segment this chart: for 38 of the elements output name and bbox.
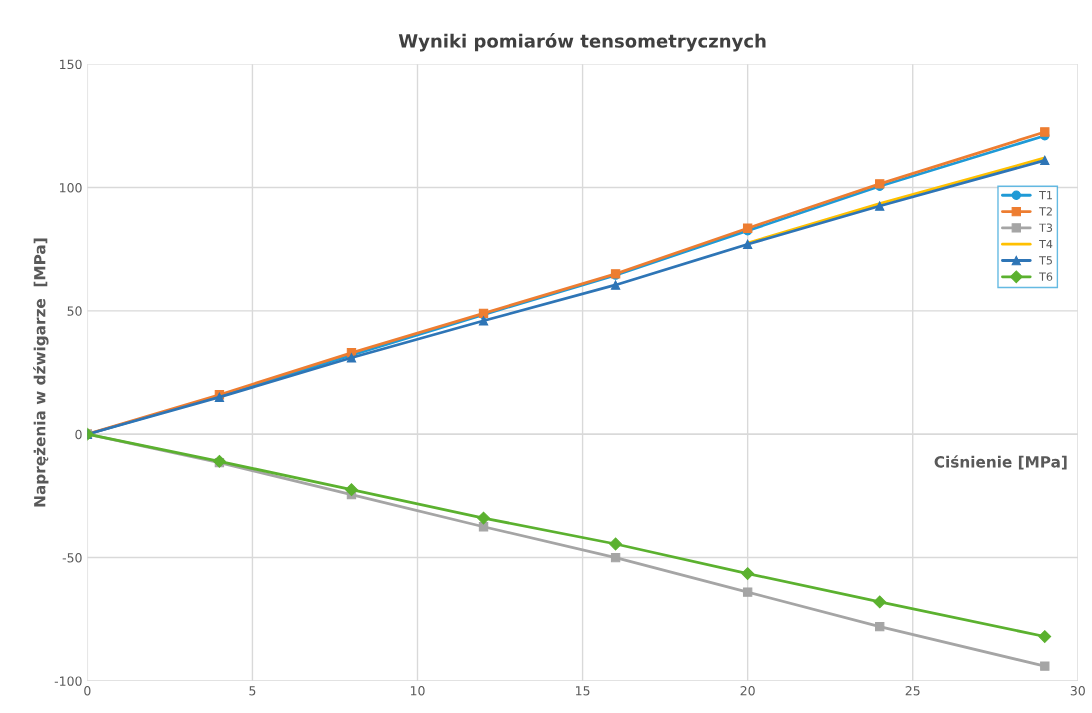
point: [875, 201, 885, 211]
legend-label: T1: [1039, 191, 1052, 200]
x-tick-label: 25: [905, 686, 920, 696]
legend-label: T5: [1039, 256, 1052, 265]
point: [610, 552, 621, 563]
point: [742, 587, 753, 597]
y-tick-label: -100: [54, 676, 82, 686]
y-tick-label: -50: [62, 553, 82, 563]
point: [1038, 630, 1052, 643]
point: [477, 511, 490, 525]
point: [478, 316, 489, 326]
y-axis-title: Naprężenia w dźwigarze [MPa]: [33, 238, 49, 507]
point: [873, 595, 887, 609]
point: [1040, 127, 1050, 137]
point: [741, 567, 755, 581]
x-tick-label: 30: [1070, 686, 1085, 696]
chart-title: Wyniki pomiarów tensometrycznych: [398, 33, 766, 52]
legend-label: T3: [1039, 223, 1053, 232]
legend-label: T6: [1039, 272, 1053, 281]
legend-label: T2: [1039, 207, 1052, 216]
point: [609, 537, 623, 551]
x-tick-label: 0: [84, 686, 91, 696]
y-tick-label: 150: [60, 59, 82, 70]
point: [1040, 661, 1050, 671]
point: [1040, 155, 1050, 166]
y-tick-label: 0: [75, 429, 82, 440]
point: [345, 483, 358, 497]
point: [742, 239, 753, 249]
x-tick-label: 20: [740, 686, 755, 696]
point: [875, 621, 885, 632]
point: [610, 280, 621, 290]
x-axis-title: Ciśnienie [MPa]: [934, 455, 1067, 470]
y-tick-label: 50: [67, 306, 82, 316]
x-tick-label: 15: [576, 686, 590, 696]
y-tick-label: 100: [60, 182, 82, 193]
x-tick-label: 10: [410, 686, 425, 696]
x-tick-label: 5: [249, 686, 256, 696]
legend-label: T4: [1039, 239, 1053, 249]
